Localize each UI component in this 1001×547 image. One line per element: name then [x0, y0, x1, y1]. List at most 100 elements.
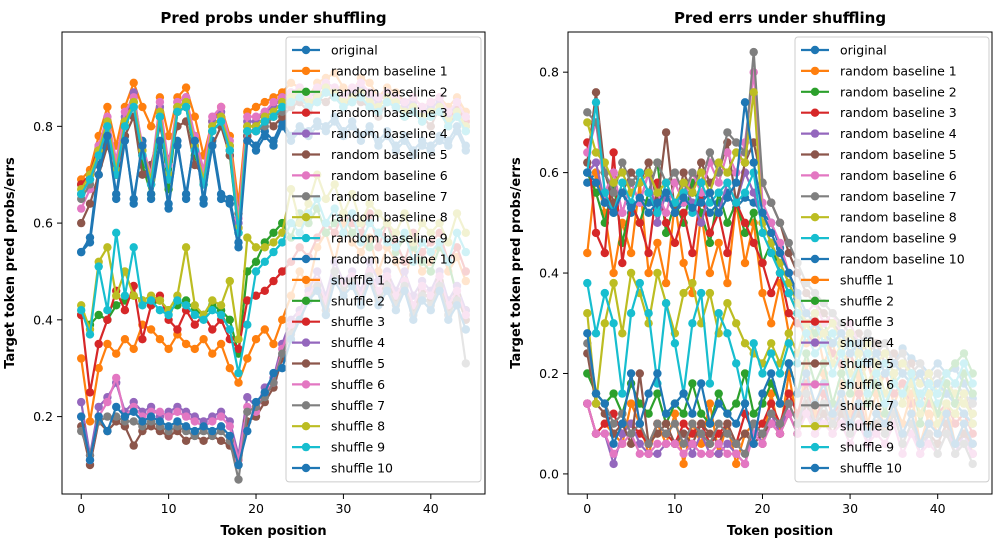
data-point	[784, 409, 793, 418]
data-point	[591, 178, 601, 187]
y-tick-label: 0.2	[33, 409, 53, 424]
legend-swatch-marker	[810, 108, 820, 117]
data-point	[609, 148, 618, 157]
data-point	[688, 319, 697, 328]
data-point	[591, 329, 601, 338]
data-point	[112, 194, 121, 204]
data-point	[216, 422, 226, 431]
data-point	[225, 422, 234, 431]
data-point	[705, 208, 715, 217]
data-point	[251, 397, 261, 407]
data-point	[740, 258, 750, 268]
legend-label: shuffle 2	[331, 293, 385, 308]
data-point	[103, 243, 112, 252]
data-point	[679, 419, 688, 428]
data-point	[251, 146, 261, 155]
data-point	[173, 417, 182, 426]
data-point	[173, 107, 182, 117]
legend-swatch-marker	[301, 87, 311, 97]
data-point	[600, 198, 609, 207]
data-point	[600, 429, 609, 438]
data-point	[740, 369, 750, 378]
data-point	[732, 439, 741, 448]
data-point	[216, 102, 226, 112]
data-point	[697, 419, 706, 428]
data-point	[94, 402, 103, 412]
y-tick-label: 0.0	[539, 466, 559, 481]
data-point	[758, 208, 767, 217]
data-point	[784, 399, 793, 408]
data-point	[767, 369, 776, 378]
data-point	[164, 422, 173, 431]
legend-label: random baseline 3	[840, 105, 957, 120]
data-point	[670, 208, 680, 217]
data-point	[181, 339, 191, 349]
legend-swatch-marker	[301, 171, 311, 180]
data-point	[679, 258, 688, 268]
data-point	[653, 389, 662, 398]
data-point	[181, 243, 191, 252]
data-point	[714, 449, 723, 458]
data-point	[600, 188, 609, 197]
legend-label: random baseline 7	[331, 189, 448, 204]
data-point	[146, 189, 156, 199]
data-point	[732, 178, 741, 187]
data-point	[278, 102, 287, 112]
data-point	[103, 131, 112, 141]
data-point	[190, 310, 199, 320]
data-point	[688, 168, 697, 177]
data-point	[243, 136, 252, 145]
data-point	[723, 429, 732, 438]
data-point	[155, 335, 165, 344]
legend-swatch-marker	[810, 380, 820, 389]
data-point	[758, 288, 767, 298]
data-point	[155, 112, 165, 121]
data-point	[216, 412, 226, 421]
y-tick-label: 0.4	[33, 312, 53, 327]
data-point	[749, 439, 758, 448]
data-point	[661, 128, 671, 137]
x-tick-label: 40	[930, 501, 946, 516]
data-point	[103, 397, 112, 407]
data-point	[618, 439, 627, 448]
data-point	[181, 412, 191, 421]
data-point	[251, 291, 261, 300]
data-point	[679, 409, 688, 418]
data-point	[146, 325, 156, 334]
data-point	[626, 439, 636, 448]
data-point	[243, 233, 252, 242]
data-point	[714, 188, 723, 197]
data-point	[644, 268, 653, 278]
data-point	[723, 278, 732, 288]
data-point	[644, 309, 653, 318]
data-point	[243, 354, 252, 363]
data-point	[85, 455, 95, 465]
data-point	[216, 310, 226, 320]
data-point	[635, 218, 644, 227]
data-point	[688, 379, 697, 388]
x-tick-label: 0	[583, 501, 591, 516]
data-point	[94, 151, 103, 160]
data-point	[784, 238, 793, 248]
legend-swatch-marker	[301, 380, 311, 389]
data-point	[94, 339, 103, 349]
data-point	[173, 325, 182, 334]
data-point	[251, 243, 261, 252]
data-point	[85, 175, 95, 184]
data-point	[697, 218, 706, 227]
data-point	[591, 228, 601, 238]
data-point	[740, 218, 750, 227]
data-point	[609, 188, 618, 197]
data-point	[723, 419, 732, 428]
data-point	[269, 247, 278, 257]
x-tick-label: 10	[667, 501, 683, 516]
data-point	[225, 431, 234, 441]
data-point	[635, 449, 644, 458]
data-point	[77, 247, 86, 257]
data-point	[208, 296, 217, 305]
data-point	[269, 141, 278, 150]
data-point	[775, 399, 785, 408]
data-point	[784, 389, 793, 398]
legend-label: shuffle 4	[840, 335, 894, 350]
data-point	[758, 369, 767, 378]
